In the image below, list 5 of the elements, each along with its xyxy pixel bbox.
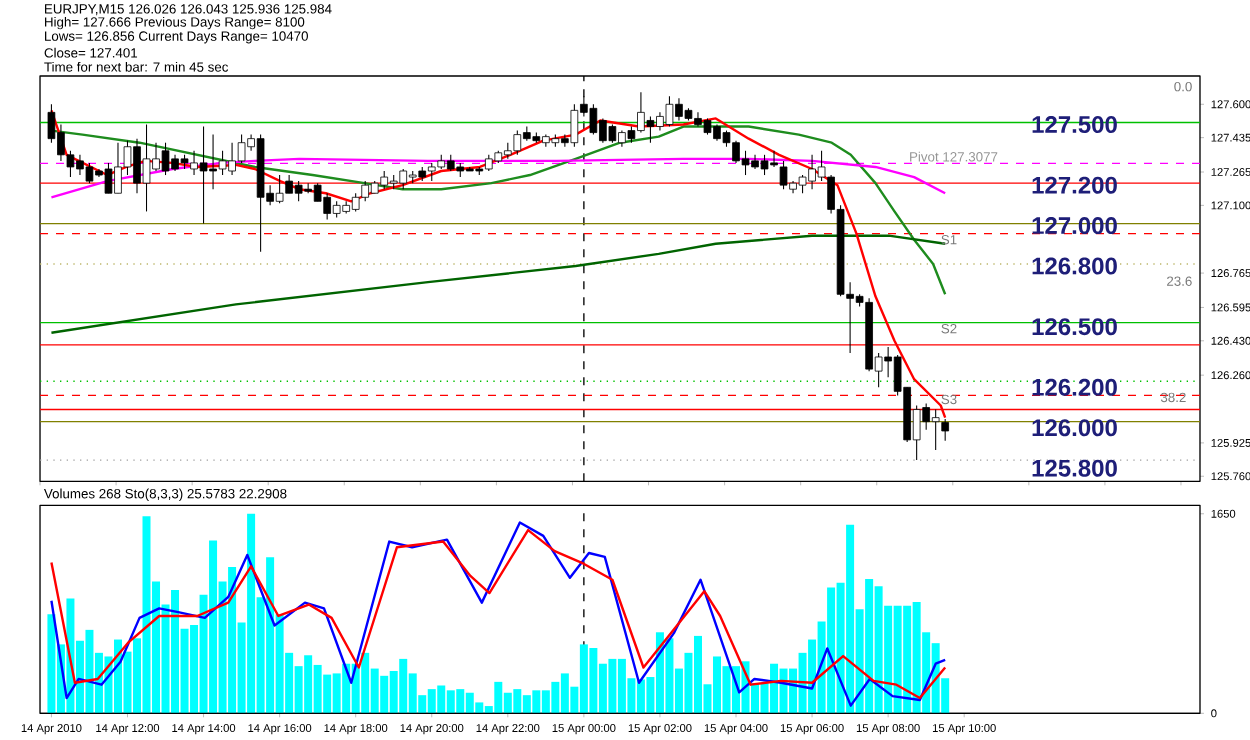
annotation: 126.000 bbox=[1032, 419, 1117, 437]
annotation: 125.800 bbox=[1032, 459, 1117, 477]
annotation: 126.800 bbox=[1032, 257, 1117, 275]
annotation: 126.200 bbox=[1032, 378, 1117, 396]
annotation: 126.500 bbox=[1032, 318, 1117, 336]
